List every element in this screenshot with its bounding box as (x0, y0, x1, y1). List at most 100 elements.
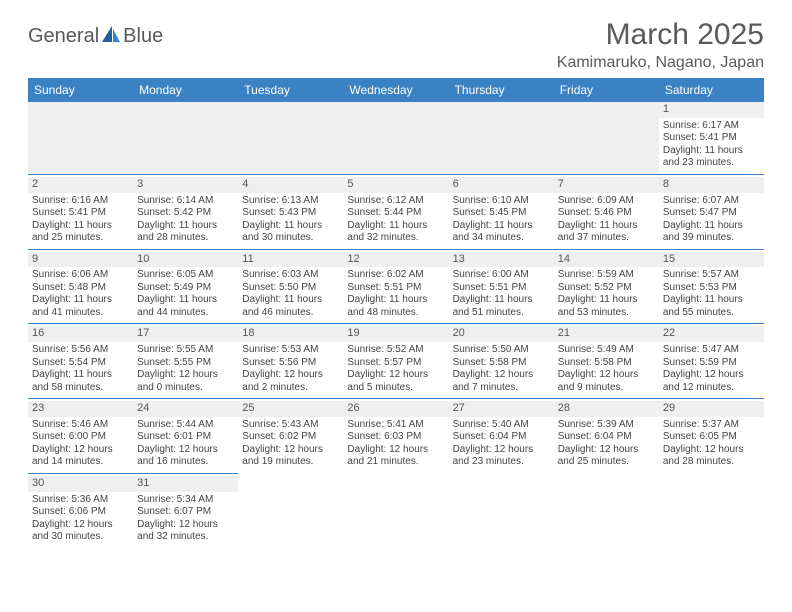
day-number: 21 (554, 326, 659, 342)
calendar-cell: 10Sunrise: 6:05 AMSunset: 5:49 PMDayligh… (133, 249, 238, 324)
calendar-cell: 30Sunrise: 5:36 AMSunset: 6:06 PMDayligh… (28, 473, 133, 548)
calendar-cell: 3Sunrise: 6:14 AMSunset: 5:42 PMDaylight… (133, 174, 238, 249)
sunrise-line: Sunrise: 5:49 AM (558, 344, 655, 357)
logo-text-general: General (28, 25, 99, 48)
day-number: 9 (28, 252, 133, 268)
calendar-cell-blank (554, 102, 659, 174)
daylight-line-2: and 0 minutes. (137, 382, 234, 395)
daylight-line-1: Daylight: 12 hours (137, 369, 234, 382)
day-number: 4 (238, 177, 343, 193)
daylight-line-1: Daylight: 11 hours (347, 220, 444, 233)
calendar-cell: 11Sunrise: 6:03 AMSunset: 5:50 PMDayligh… (238, 249, 343, 324)
weekday-header: Monday (133, 78, 238, 102)
daylight-line-2: and 48 minutes. (347, 307, 444, 320)
sunset-line: Sunset: 6:04 PM (453, 431, 550, 444)
calendar-cell-blank (449, 473, 554, 548)
daylight-line-2: and 12 minutes. (663, 382, 760, 395)
sunset-line: Sunset: 5:54 PM (32, 357, 129, 370)
daylight-line-1: Daylight: 12 hours (663, 369, 760, 382)
day-number: 13 (449, 252, 554, 268)
sunset-line: Sunset: 6:00 PM (32, 431, 129, 444)
weekday-header: Tuesday (238, 78, 343, 102)
sunrise-line: Sunrise: 6:10 AM (453, 195, 550, 208)
daylight-line-1: Daylight: 11 hours (242, 294, 339, 307)
sunset-line: Sunset: 5:58 PM (453, 357, 550, 370)
calendar-cell: 25Sunrise: 5:43 AMSunset: 6:02 PMDayligh… (238, 398, 343, 473)
daylight-line-1: Daylight: 12 hours (663, 444, 760, 457)
daylight-line-2: and 32 minutes. (347, 232, 444, 245)
calendar-cell: 23Sunrise: 5:46 AMSunset: 6:00 PMDayligh… (28, 398, 133, 473)
day-number: 10 (133, 252, 238, 268)
sunset-line: Sunset: 5:52 PM (558, 282, 655, 295)
calendar-cell: 14Sunrise: 5:59 AMSunset: 5:52 PMDayligh… (554, 249, 659, 324)
month-title: March 2025 (557, 18, 764, 52)
header: General Blue March 2025 Kamimaruko, Naga… (28, 18, 764, 72)
sunset-line: Sunset: 5:50 PM (242, 282, 339, 295)
calendar-cell-blank (238, 102, 343, 174)
sunrise-line: Sunrise: 5:53 AM (242, 344, 339, 357)
day-number: 1 (659, 102, 764, 118)
daylight-line-2: and 51 minutes. (453, 307, 550, 320)
sunrise-line: Sunrise: 5:37 AM (663, 419, 760, 432)
daylight-line-1: Daylight: 12 hours (347, 444, 444, 457)
sunset-line: Sunset: 6:05 PM (663, 431, 760, 444)
sunrise-line: Sunrise: 5:43 AM (242, 419, 339, 432)
day-number: 30 (28, 476, 133, 492)
day-number: 3 (133, 177, 238, 193)
sunrise-line: Sunrise: 6:03 AM (242, 269, 339, 282)
weekday-header: Sunday (28, 78, 133, 102)
sunrise-line: Sunrise: 5:57 AM (663, 269, 760, 282)
sunset-line: Sunset: 5:42 PM (137, 207, 234, 220)
sunset-line: Sunset: 5:55 PM (137, 357, 234, 370)
calendar-cell: 8Sunrise: 6:07 AMSunset: 5:47 PMDaylight… (659, 174, 764, 249)
day-number: 17 (133, 326, 238, 342)
sunset-line: Sunset: 5:45 PM (453, 207, 550, 220)
sunset-line: Sunset: 6:01 PM (137, 431, 234, 444)
daylight-line-2: and 46 minutes. (242, 307, 339, 320)
weekday-header: Friday (554, 78, 659, 102)
calendar: SundayMondayTuesdayWednesdayThursdayFrid… (28, 78, 764, 548)
sunrise-line: Sunrise: 6:05 AM (137, 269, 234, 282)
sunrise-line: Sunrise: 5:44 AM (137, 419, 234, 432)
weekday-header: Wednesday (343, 78, 448, 102)
daylight-line-2: and 7 minutes. (453, 382, 550, 395)
daylight-line-1: Daylight: 11 hours (453, 220, 550, 233)
calendar-cell: 15Sunrise: 5:57 AMSunset: 5:53 PMDayligh… (659, 249, 764, 324)
daylight-line-1: Daylight: 11 hours (663, 220, 760, 233)
sunrise-line: Sunrise: 6:13 AM (242, 195, 339, 208)
sunrise-line: Sunrise: 5:34 AM (137, 494, 234, 507)
daylight-line-1: Daylight: 12 hours (242, 369, 339, 382)
calendar-cell: 7Sunrise: 6:09 AMSunset: 5:46 PMDaylight… (554, 174, 659, 249)
calendar-week: 23Sunrise: 5:46 AMSunset: 6:00 PMDayligh… (28, 398, 764, 473)
sunset-line: Sunset: 5:46 PM (558, 207, 655, 220)
day-number: 8 (659, 177, 764, 193)
weekday-header-row: SundayMondayTuesdayWednesdayThursdayFrid… (28, 78, 764, 102)
calendar-cell: 13Sunrise: 6:00 AMSunset: 5:51 PMDayligh… (449, 249, 554, 324)
sunrise-line: Sunrise: 5:55 AM (137, 344, 234, 357)
daylight-line-2: and 16 minutes. (137, 456, 234, 469)
daylight-line-1: Daylight: 12 hours (242, 444, 339, 457)
sunrise-line: Sunrise: 6:00 AM (453, 269, 550, 282)
sunset-line: Sunset: 5:51 PM (453, 282, 550, 295)
day-number: 5 (343, 177, 448, 193)
daylight-line-1: Daylight: 11 hours (663, 145, 760, 158)
sunrise-line: Sunrise: 5:59 AM (558, 269, 655, 282)
sunset-line: Sunset: 6:03 PM (347, 431, 444, 444)
daylight-line-2: and 53 minutes. (558, 307, 655, 320)
sunset-line: Sunset: 5:53 PM (663, 282, 760, 295)
daylight-line-1: Daylight: 11 hours (347, 294, 444, 307)
sunrise-line: Sunrise: 6:12 AM (347, 195, 444, 208)
day-number: 28 (554, 401, 659, 417)
calendar-cell: 26Sunrise: 5:41 AMSunset: 6:03 PMDayligh… (343, 398, 448, 473)
weekday-header: Thursday (449, 78, 554, 102)
calendar-cell-blank (343, 102, 448, 174)
sunset-line: Sunset: 5:56 PM (242, 357, 339, 370)
daylight-line-1: Daylight: 12 hours (558, 369, 655, 382)
daylight-line-1: Daylight: 11 hours (558, 294, 655, 307)
daylight-line-2: and 28 minutes. (663, 456, 760, 469)
calendar-cell-blank (133, 102, 238, 174)
day-number: 16 (28, 326, 133, 342)
sunrise-line: Sunrise: 5:36 AM (32, 494, 129, 507)
calendar-cell: 21Sunrise: 5:49 AMSunset: 5:58 PMDayligh… (554, 323, 659, 398)
day-number: 25 (238, 401, 343, 417)
